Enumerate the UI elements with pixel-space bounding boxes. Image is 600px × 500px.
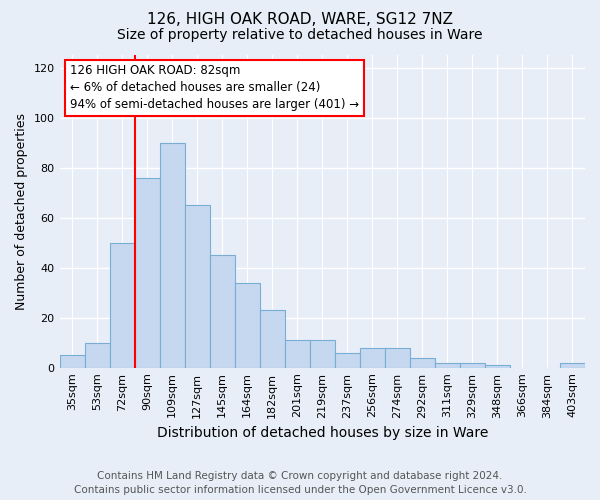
Bar [360,348,385,368]
Bar [85,342,110,367]
Bar [560,362,585,368]
Bar [435,362,460,368]
Text: Size of property relative to detached houses in Ware: Size of property relative to detached ho… [117,28,483,42]
Bar [385,348,410,368]
Bar [285,340,310,367]
Bar [460,362,485,368]
Y-axis label: Number of detached properties: Number of detached properties [15,113,28,310]
Bar [134,178,160,368]
Bar [410,358,435,368]
Bar [260,310,285,368]
Bar [310,340,335,367]
Bar [160,142,185,368]
Bar [485,365,510,368]
Bar [110,242,134,368]
Text: 126, HIGH OAK ROAD, WARE, SG12 7NZ: 126, HIGH OAK ROAD, WARE, SG12 7NZ [147,12,453,28]
Bar [235,282,260,368]
Text: 126 HIGH OAK ROAD: 82sqm
← 6% of detached houses are smaller (24)
94% of semi-de: 126 HIGH OAK ROAD: 82sqm ← 6% of detache… [70,64,359,112]
Bar [335,352,360,368]
Text: Contains HM Land Registry data © Crown copyright and database right 2024.
Contai: Contains HM Land Registry data © Crown c… [74,471,526,495]
X-axis label: Distribution of detached houses by size in Ware: Distribution of detached houses by size … [157,426,488,440]
Bar [59,355,85,368]
Bar [185,205,209,368]
Bar [209,255,235,368]
